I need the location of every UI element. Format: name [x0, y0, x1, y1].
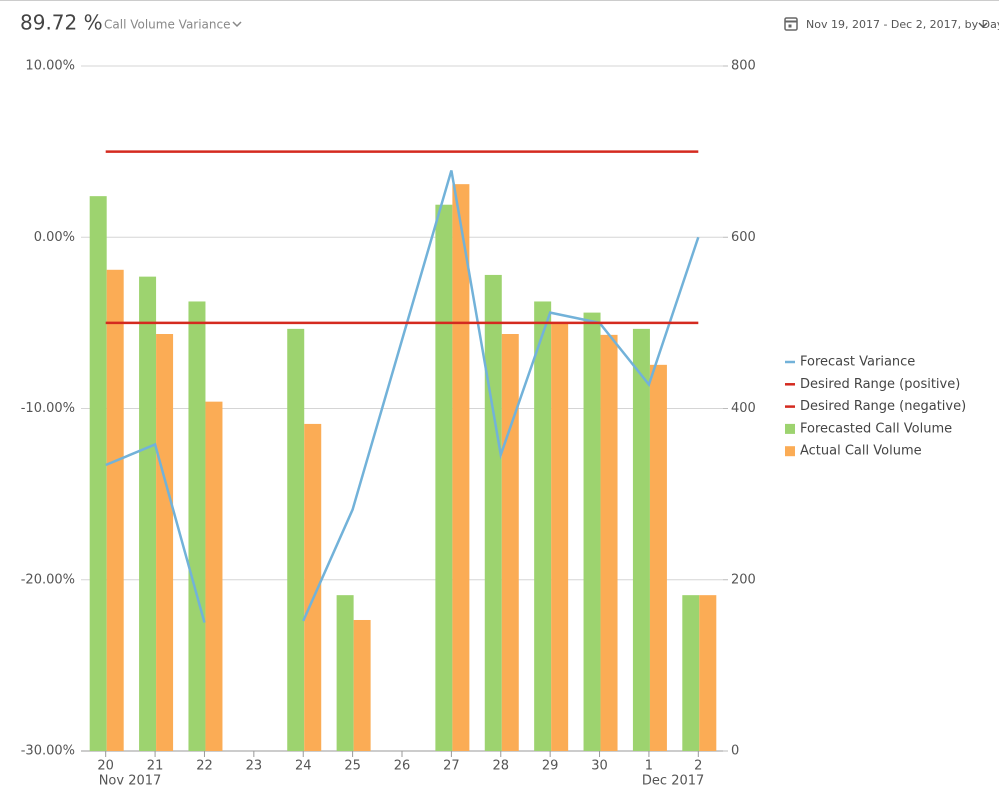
x-tick-label: 30	[591, 759, 608, 774]
bar	[600, 334, 618, 751]
month-label: Dec 2017	[642, 774, 704, 789]
bar	[583, 312, 601, 751]
legend-swatch	[785, 446, 795, 457]
x-tick-label: 28	[492, 759, 509, 774]
bar	[106, 269, 124, 751]
legend-label: Actual Call Volume	[800, 444, 922, 459]
x-tick-label: 26	[394, 759, 411, 774]
date-range[interactable]: Nov 19, 2017 - Dec 2, 2017, by Day	[806, 18, 999, 31]
calendar-icon[interactable]	[784, 17, 798, 31]
kpi-value: 89.72 %	[20, 11, 103, 35]
bar	[156, 334, 174, 751]
bar	[551, 322, 569, 751]
x-tick-label: 24	[295, 759, 312, 774]
legend-swatch	[785, 423, 795, 434]
x-tick-label: 27	[443, 759, 460, 774]
bar	[501, 334, 519, 751]
legend-label: Forecast Variance	[800, 355, 915, 370]
y-tick-label: -30.00%	[21, 744, 75, 759]
bar	[205, 401, 223, 751]
bar	[534, 301, 552, 751]
x-tick-label: 21	[147, 759, 164, 774]
y2-tick-label: 600	[731, 230, 756, 245]
x-tick-label: 2	[694, 759, 702, 774]
y-tick-label: -10.00%	[21, 401, 75, 416]
legend-label: Desired Range (negative)	[800, 399, 966, 414]
bar	[452, 184, 470, 752]
bar	[682, 595, 700, 751]
bar	[699, 595, 717, 751]
y2-tick-label: 400	[731, 401, 756, 416]
bar	[435, 204, 453, 751]
x-tick-label: 23	[246, 759, 263, 774]
bar	[353, 619, 371, 751]
metric-select[interactable]: Call Volume Variance	[104, 18, 231, 32]
bar	[89, 196, 107, 751]
legend-label: Forecasted Call Volume	[800, 421, 952, 436]
y-tick-label: 10.00%	[25, 59, 75, 74]
bar	[632, 328, 650, 751]
y2-tick-label: 800	[731, 59, 756, 74]
x-tick-label: 25	[344, 759, 361, 774]
chevron[interactable]	[978, 22, 988, 29]
bar	[287, 328, 305, 751]
bar	[649, 364, 667, 751]
bar	[304, 423, 322, 751]
month-label: Nov 2017	[99, 774, 162, 789]
line	[105, 170, 700, 623]
x-tick-label: 29	[542, 759, 559, 774]
x-tick-label: 22	[196, 759, 213, 774]
y-tick-label: -20.00%	[21, 572, 75, 587]
x-tick-label: 1	[645, 759, 653, 774]
y2-tick-label: 0	[731, 744, 739, 759]
x-tick-label: 20	[97, 759, 114, 774]
chevron[interactable]	[232, 21, 242, 28]
bar	[139, 276, 157, 751]
legend-label: Desired Range (positive)	[800, 377, 960, 392]
bar	[484, 274, 502, 751]
y2-tick-label: 200	[731, 572, 756, 587]
bar	[188, 301, 206, 751]
bar	[336, 595, 354, 751]
y-tick-label: 0.00%	[34, 230, 75, 245]
